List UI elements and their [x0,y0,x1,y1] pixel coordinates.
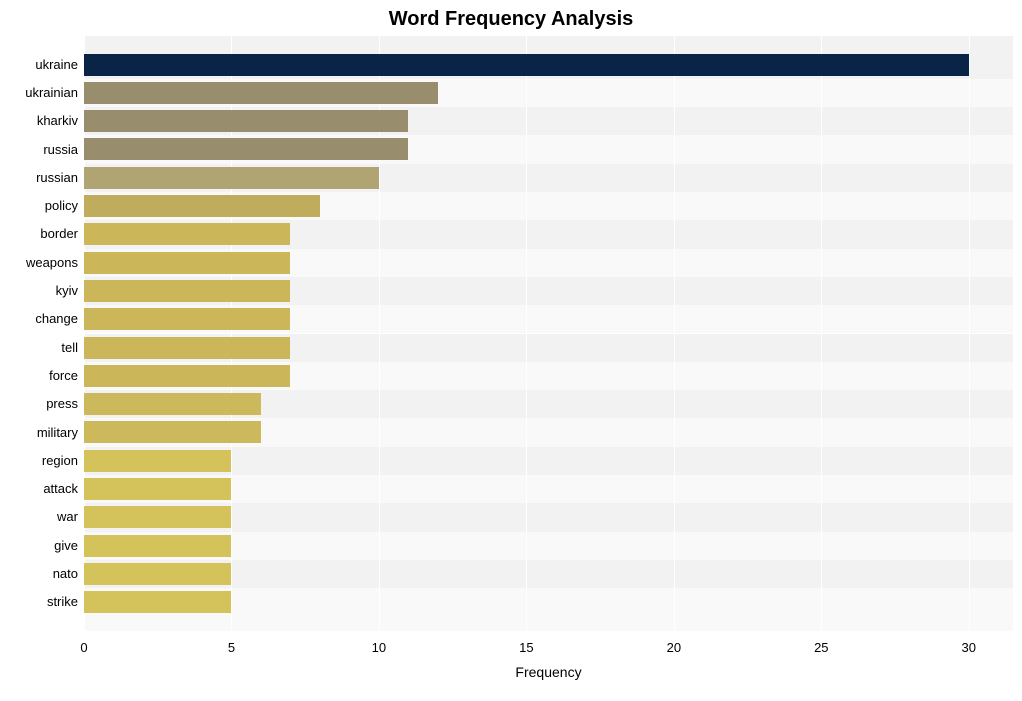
bar [84,110,408,132]
bar [84,252,290,274]
y-tick-label: ukraine [35,57,78,72]
y-tick-label: attack [43,481,78,496]
bar [84,82,438,104]
x-tick-label: 20 [667,640,681,655]
bar [84,195,320,217]
y-tick-label: russian [36,170,78,185]
bar [84,54,969,76]
y-tick-label: policy [45,198,78,213]
gridline [674,36,675,631]
bar [84,563,231,585]
bar [84,421,261,443]
y-tick-label: force [49,368,78,383]
y-tick-label: press [46,396,78,411]
bar [84,506,231,528]
y-tick-label: weapons [26,255,78,270]
y-tick-label: change [35,311,78,326]
plot-area [84,36,1013,631]
y-tick-label: kyiv [56,283,78,298]
y-tick-label: war [57,509,78,524]
bar [84,365,290,387]
chart-container: Word Frequency Analysis Frequency ukrain… [0,0,1022,701]
gridline [821,36,822,631]
gridline [526,36,527,631]
x-tick-label: 5 [228,640,235,655]
chart-title: Word Frequency Analysis [0,8,1022,31]
bar [84,308,290,330]
bar [84,280,290,302]
bar [84,450,231,472]
x-tick-label: 0 [80,640,87,655]
bar [84,591,231,613]
y-tick-label: ukrainian [25,85,78,100]
bar [84,223,290,245]
x-tick-label: 15 [519,640,533,655]
bar [84,337,290,359]
y-tick-label: nato [53,566,78,581]
x-tick-label: 25 [814,640,828,655]
bar [84,167,379,189]
y-tick-label: military [37,425,78,440]
x-tick-label: 30 [962,640,976,655]
bar [84,478,231,500]
bar [84,138,408,160]
bar [84,535,231,557]
y-tick-label: kharkiv [37,113,78,128]
y-tick-label: russia [43,142,78,157]
y-tick-label: give [54,538,78,553]
x-tick-label: 10 [372,640,386,655]
y-tick-label: border [40,226,78,241]
y-tick-label: region [42,453,78,468]
y-tick-label: strike [47,594,78,609]
x-axis-title: Frequency [515,664,581,680]
bar [84,393,261,415]
gridline [969,36,970,631]
y-tick-label: tell [61,340,78,355]
